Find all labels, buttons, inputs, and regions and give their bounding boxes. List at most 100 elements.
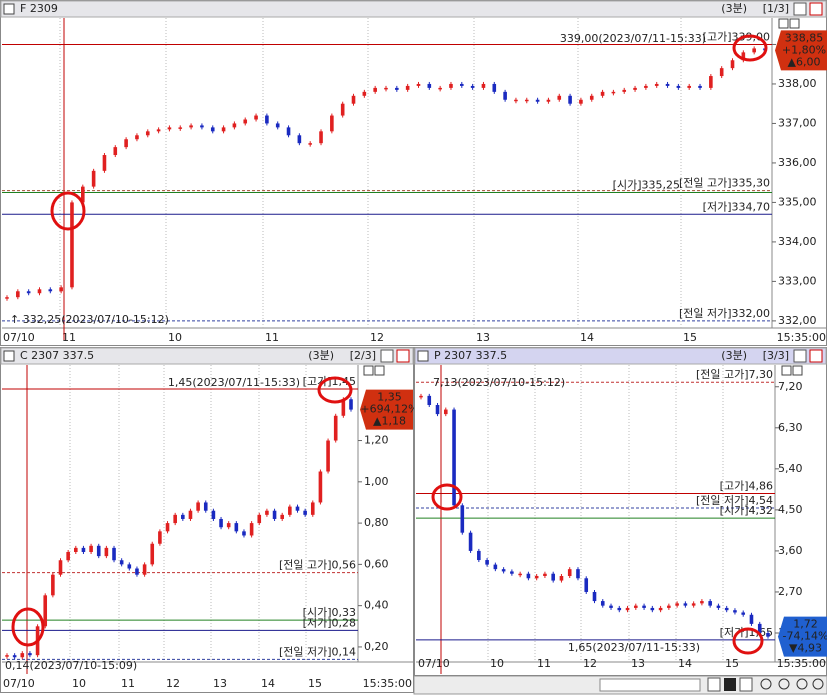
candle (308, 143, 312, 145)
reference-name: [시가] (613, 179, 642, 192)
y-tick-label: 5,40 (778, 462, 803, 475)
x-tick-label: 15 (683, 331, 697, 344)
restore-button[interactable] (380, 349, 394, 363)
high-low-annotation: 339,00(2023/07/11-15:33) (560, 32, 706, 45)
candle (622, 89, 627, 92)
candle (196, 502, 200, 511)
restore-button[interactable] (793, 2, 807, 16)
candle (698, 85, 702, 88)
candle (709, 76, 713, 88)
candle (127, 564, 132, 569)
close-button[interactable] (809, 349, 823, 363)
layout-icon (363, 365, 374, 376)
candle (384, 87, 388, 90)
candle (319, 131, 323, 144)
timeframe: (3분) (721, 2, 747, 15)
page-index: [3/3] (763, 349, 789, 362)
price-box (360, 389, 413, 430)
price-box-text: ▼4,93 (789, 642, 822, 655)
candle (609, 605, 613, 608)
candle (524, 99, 529, 102)
price-box-text: 338,85 (785, 31, 824, 44)
reference-value: 0,14 (332, 645, 357, 658)
candle (589, 95, 594, 100)
candle (113, 147, 118, 156)
candle (181, 514, 185, 519)
reference-name: [시가] (303, 606, 332, 619)
candle (219, 518, 223, 528)
candle (676, 85, 681, 88)
candle (102, 155, 107, 171)
restore-button[interactable] (793, 349, 807, 363)
candle (12, 655, 17, 658)
price-box-text: 1,35 (377, 391, 402, 404)
price-box-text: ▲1,18 (373, 415, 406, 428)
candle (142, 564, 147, 575)
panel-frame (0, 0, 827, 346)
page-index: [2/3] (350, 349, 376, 362)
scroll-thumb[interactable] (599, 678, 701, 692)
reference-name: [고가] (703, 30, 732, 43)
candle (579, 99, 583, 104)
x-tick-label: 15:35:00 (777, 657, 826, 670)
candle (557, 95, 562, 100)
panel-title: C 2307 337.5 (20, 349, 94, 362)
candle (221, 127, 226, 132)
candle (749, 614, 754, 624)
x-tick-label: 10 (168, 331, 182, 344)
candle (654, 83, 659, 86)
y-tick-label: 4,50 (778, 503, 803, 516)
x-tick-label: 07/10 (3, 677, 35, 690)
candle (232, 123, 237, 128)
y-tick-label: 0,60 (364, 557, 389, 570)
candle (295, 506, 300, 511)
candle (708, 601, 712, 606)
x-tick-label: 13 (476, 331, 490, 344)
candle (297, 135, 302, 144)
candle (514, 99, 518, 102)
highlight-circle (11, 607, 45, 647)
close-button[interactable] (396, 349, 410, 363)
reference-name: [전일 저가] (679, 306, 732, 320)
candle (20, 653, 25, 658)
reference-value: 334,70 (732, 200, 771, 213)
candle (145, 131, 150, 136)
candle (584, 578, 589, 592)
candle (257, 514, 262, 524)
candle (716, 605, 721, 608)
title-bar (414, 347, 827, 365)
x-tick-label: 14 (261, 677, 275, 690)
highlight-circle (317, 376, 353, 404)
reference-name: [전일 저가] (696, 493, 749, 507)
candle (341, 399, 346, 416)
candle (493, 564, 498, 570)
price-box-text: 1,72 (793, 618, 818, 631)
layout-icon (789, 18, 800, 29)
reference-label: [시가]0,33 (303, 606, 356, 619)
candle (535, 99, 540, 102)
close-button[interactable] (809, 2, 823, 16)
candle (5, 297, 9, 299)
candle (481, 83, 486, 88)
candle (188, 510, 193, 519)
candle (492, 83, 497, 92)
candle (534, 575, 539, 579)
checkbox[interactable] (3, 350, 15, 362)
candle (741, 52, 746, 61)
candle (178, 127, 183, 129)
candle (173, 514, 177, 524)
nav-buttons[interactable] (707, 677, 824, 692)
candle (340, 103, 345, 116)
candle (48, 289, 53, 292)
candle (470, 85, 475, 88)
x-tick-label: 15 (308, 677, 322, 690)
y-tick-label: 7,20 (778, 380, 803, 393)
checkbox[interactable] (417, 350, 429, 362)
checkbox[interactable] (3, 3, 15, 15)
candle (351, 95, 356, 104)
x-tick-label: 15:35:00 (777, 331, 826, 344)
candle (644, 85, 648, 88)
reference-name: [저가] (703, 200, 732, 213)
price-box-text: +1,80% (782, 43, 826, 56)
candle (757, 623, 762, 633)
